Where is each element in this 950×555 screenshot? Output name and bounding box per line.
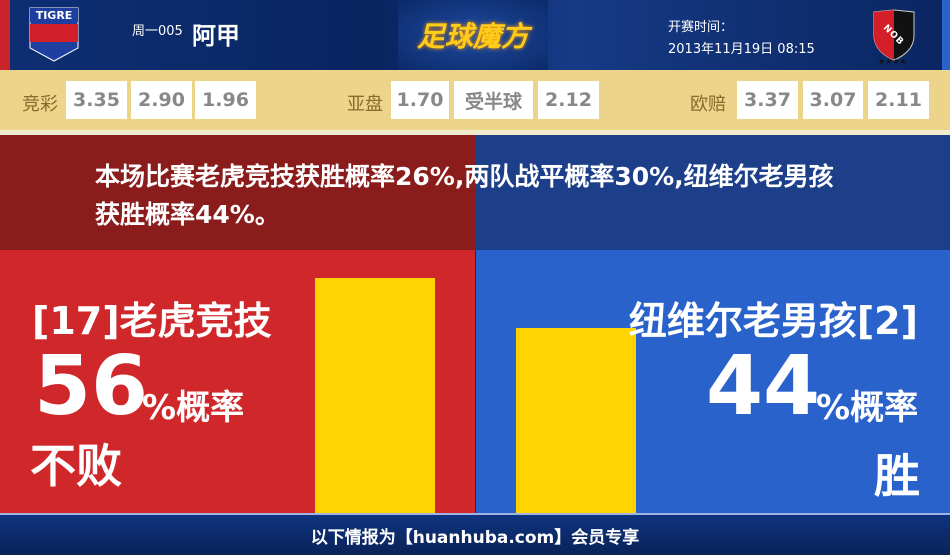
away-probability-bar <box>516 328 636 513</box>
asian-label: 亚盘 <box>347 94 383 115</box>
euro-odds-win: 3.37 <box>737 81 798 119</box>
red-edge <box>0 0 10 70</box>
divider <box>0 130 950 135</box>
kickoff-time: 2013年11月19日 08:15 <box>668 42 815 57</box>
away-percent: 44 <box>706 339 821 434</box>
euro-odds-draw: 3.07 <box>803 81 863 119</box>
away-result: 胜 <box>874 449 920 503</box>
svg-text:★★★★: ★★★★ <box>878 57 907 66</box>
away-panel: 纽维尔老男孩[2] 44 %概率 胜 <box>476 250 950 513</box>
jingcai-odds-win: 3.35 <box>66 81 127 119</box>
home-team-name: [17]老虎竞技 <box>32 299 272 343</box>
summary-bg-left <box>0 135 475 250</box>
member-footer[interactable]: 以下情报为【huanhuba.com】会员专享 <box>0 513 950 555</box>
jingcai-odds-draw: 2.90 <box>131 81 192 119</box>
jingcai-label: 竞彩 <box>22 94 58 115</box>
asian-away: 2.12 <box>538 81 599 119</box>
home-probability-bar <box>315 278 435 513</box>
kickoff-label: 开赛时间： <box>668 20 734 35</box>
home-result: 不败 <box>30 439 122 493</box>
asian-home: 1.70 <box>391 81 449 119</box>
asian-handicap: 受半球 <box>454 81 533 119</box>
prediction-summary: 本场比赛老虎竞技获胜概率26%,两队战平概率30%,纽维尔老男孩获胜概率44%。 <box>95 162 834 229</box>
euro-odds-loss: 2.11 <box>868 81 929 119</box>
match-header: TIGRE 周一005 阿甲 足球魔方 开赛时间： 2013年11月19日 08… <box>0 0 950 70</box>
summary-bg-right <box>475 135 950 250</box>
brand-logo: 足球魔方 <box>398 0 548 70</box>
league-name: 阿甲 <box>192 22 240 50</box>
match-number: 周一005 <box>132 24 183 39</box>
home-logo-text: TIGRE <box>36 9 73 22</box>
away-team-name: 纽维尔老男孩[2] <box>628 299 918 343</box>
blue-edge <box>942 0 950 70</box>
home-panel: [17]老虎竞技 56 %概率 不败 <box>0 250 475 513</box>
odds-bar: 竞彩 3.35 2.90 1.96 亚盘 1.70 受半球 2.12 欧赔 3.… <box>0 70 950 135</box>
jingcai-odds-loss: 1.96 <box>195 81 256 119</box>
home-percent: 56 <box>34 339 149 434</box>
newells-logo-icon: NOB ★★★★ <box>873 9 915 66</box>
tigre-logo-icon: TIGRE <box>29 7 79 62</box>
euro-label: 欧赔 <box>690 94 726 115</box>
away-percent-suffix: %概率 <box>816 388 919 428</box>
home-percent-suffix: %概率 <box>142 388 245 428</box>
